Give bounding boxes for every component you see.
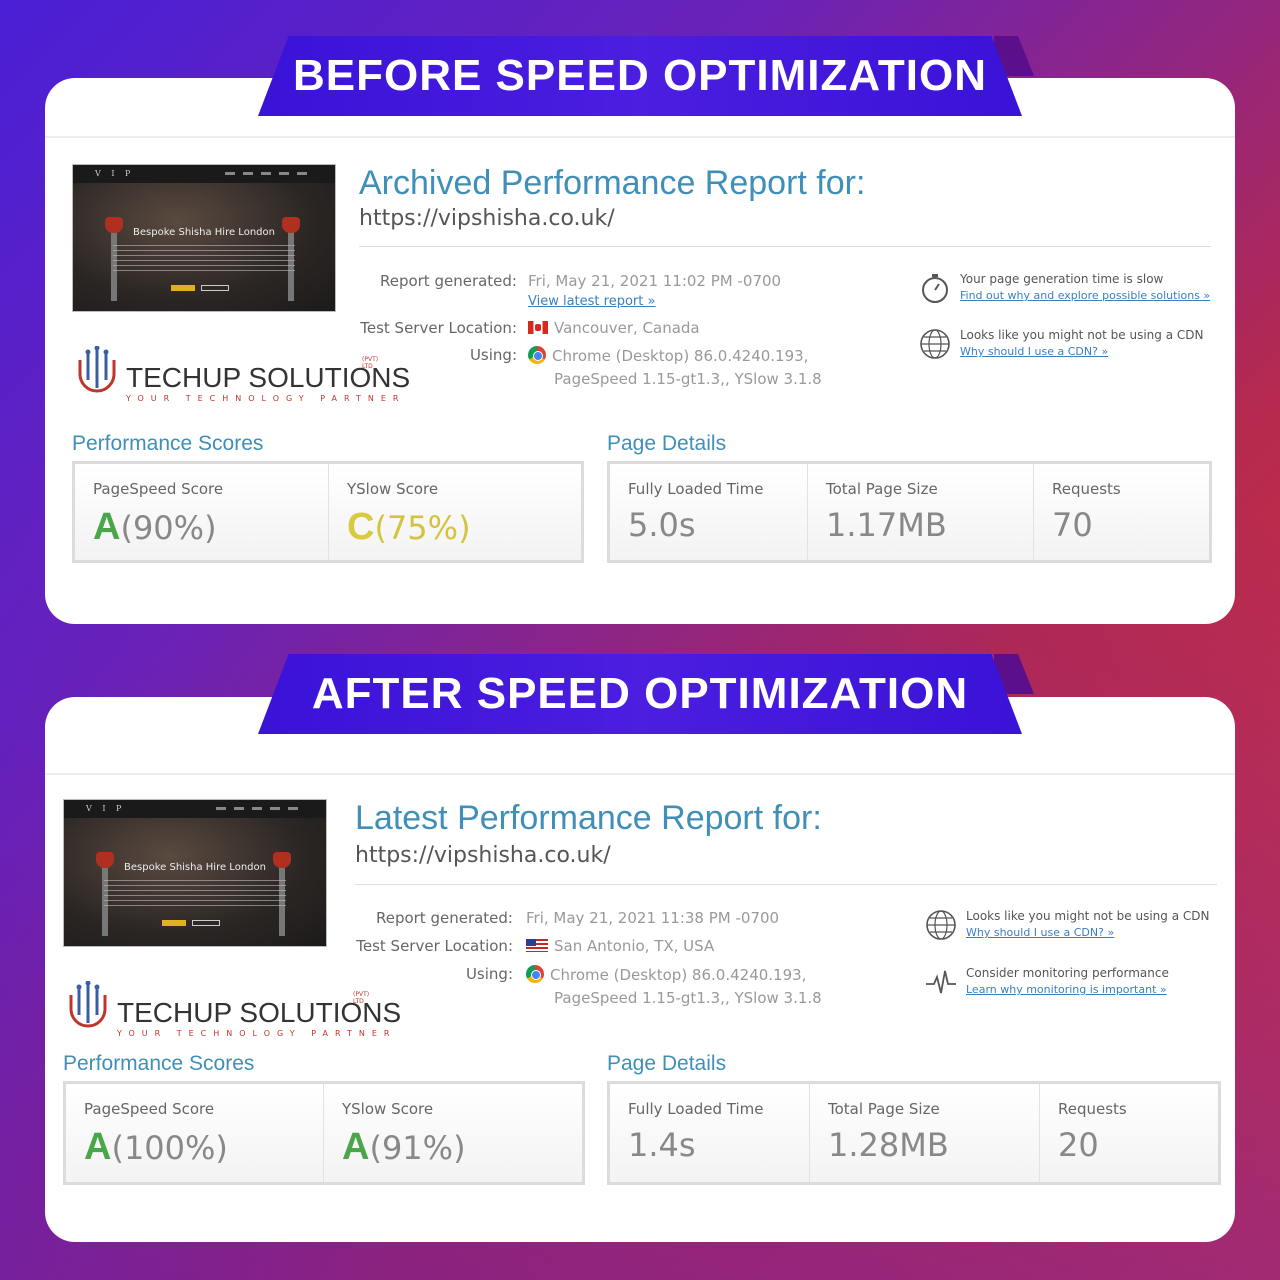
page-details-box: Fully Loaded Time 1.4s Total Page Size 1… bbox=[607, 1081, 1221, 1185]
test-server-label: Test Server Location: bbox=[360, 319, 517, 337]
techup-logo-mark-icon bbox=[69, 981, 107, 1028]
test-server-value: Vancouver, Canada bbox=[528, 319, 700, 337]
requests-value: 70 bbox=[1052, 506, 1093, 544]
thumb-brand: V I P bbox=[86, 804, 126, 813]
fully-loaded-label: Fully Loaded Time bbox=[628, 1100, 764, 1118]
yslow-label: YSlow Score bbox=[347, 480, 439, 498]
globe-icon bbox=[920, 329, 950, 359]
pagespeed-cell: PageSpeed Score A(90%) bbox=[75, 464, 329, 560]
top-divider bbox=[45, 136, 1235, 138]
performance-scores-title: Performance Scores bbox=[63, 1052, 255, 1075]
page-details-title: Page Details bbox=[607, 432, 727, 455]
yslow-score: A(91%) bbox=[342, 1126, 466, 1168]
using-label: Using: bbox=[469, 346, 517, 364]
yslow-label: YSlow Score bbox=[342, 1100, 434, 1118]
banner-title: AFTER SPEED OPTIMIZATION bbox=[311, 669, 969, 718]
thumb-heading: Bespoke Shisha Hire London bbox=[133, 227, 275, 238]
before-banner: BEFORE SPEED OPTIMIZATION bbox=[258, 36, 1034, 116]
page-size-value: 1.28MB bbox=[828, 1126, 949, 1164]
using-browser: Chrome (Desktop) 86.0.4240.193, bbox=[526, 965, 806, 984]
thumb-heading: Bespoke Shisha Hire London bbox=[124, 862, 266, 873]
logo-pvt: (PVT) LTD bbox=[362, 356, 379, 370]
page-details-title: Page Details bbox=[607, 1052, 727, 1075]
report-title: Latest Performance Report for: bbox=[355, 799, 822, 837]
pagespeed-label: PageSpeed Score bbox=[84, 1100, 215, 1118]
test-server-value: San Antonio, TX, USA bbox=[526, 937, 714, 955]
after-report-panel: V I P Bespoke Shisha Hire London TECHUP … bbox=[45, 697, 1235, 1242]
fully-loaded-value: 1.4s bbox=[628, 1126, 696, 1164]
performance-scores-box: PageSpeed Score A(100%) YSlow Score A(91… bbox=[63, 1081, 585, 1185]
tip-link[interactable]: Find out why and explore possible soluti… bbox=[960, 289, 1211, 302]
site-screenshot-thumbnail: V I P Bespoke Shisha Hire London bbox=[72, 164, 336, 312]
fully-loaded-cell: Fully Loaded Time 1.4s bbox=[610, 1084, 810, 1182]
tip-link[interactable]: Why should I use a CDN? » bbox=[960, 345, 1109, 358]
pulse-icon bbox=[926, 970, 956, 994]
performance-scores-title: Performance Scores bbox=[72, 432, 264, 455]
pagespeed-cell: PageSpeed Score A(100%) bbox=[66, 1084, 324, 1182]
requests-cell: Requests 70 bbox=[1034, 464, 1209, 560]
pagespeed-score: A(100%) bbox=[84, 1126, 228, 1168]
using-versions: PageSpeed 1.15-gt1.3,, YSlow 3.1.8 bbox=[554, 989, 822, 1007]
canada-flag-icon bbox=[528, 321, 548, 334]
top-divider bbox=[45, 773, 1235, 775]
report-generated-value: Fri, May 21, 2021 11:38 PM -0700 bbox=[526, 909, 780, 927]
report-title: Archived Performance Report for: bbox=[359, 164, 866, 202]
page-details-box: Fully Loaded Time 5.0s Total Page Size 1… bbox=[607, 461, 1212, 563]
report-generated-label: Report generated: bbox=[375, 909, 513, 927]
test-server-label: Test Server Location: bbox=[356, 937, 513, 955]
tip-text: Looks like you might not be using a CDN bbox=[960, 328, 1204, 342]
thumb-brand: V I P bbox=[95, 169, 135, 178]
techup-logo-mark-icon bbox=[78, 346, 116, 393]
banner-title: BEFORE SPEED OPTIMIZATION bbox=[292, 51, 987, 100]
stopwatch-icon bbox=[922, 274, 948, 303]
report-generated-value: Fri, May 21, 2021 11:02 PM -0700 bbox=[528, 272, 782, 290]
requests-label: Requests bbox=[1058, 1100, 1127, 1118]
performance-scores-box: PageSpeed Score A(90%) YSlow Score C(75%… bbox=[72, 461, 584, 563]
using-versions: PageSpeed 1.15-gt1.3,, YSlow 3.1.8 bbox=[554, 370, 822, 388]
chrome-icon bbox=[526, 965, 544, 983]
tip-link[interactable]: Why should I use a CDN? » bbox=[966, 926, 1115, 939]
view-latest-report-link[interactable]: View latest report » bbox=[528, 294, 656, 309]
tip-text: Your page generation time is slow bbox=[960, 272, 1164, 286]
fully-loaded-value: 5.0s bbox=[628, 506, 696, 544]
pagespeed-score: A(90%) bbox=[93, 506, 217, 548]
logo-tagline: YOUR TECHNOLOGY PARTNER bbox=[117, 1029, 397, 1038]
report-generated-label: Report generated: bbox=[379, 272, 517, 290]
title-divider bbox=[359, 246, 1211, 247]
chrome-icon bbox=[528, 346, 546, 364]
usa-flag-icon bbox=[526, 939, 548, 952]
requests-value: 20 bbox=[1058, 1126, 1099, 1164]
title-divider bbox=[355, 884, 1217, 885]
requests-label: Requests bbox=[1052, 480, 1121, 498]
tip-text: Looks like you might not be using a CDN bbox=[966, 909, 1210, 923]
fully-loaded-label: Fully Loaded Time bbox=[628, 480, 764, 498]
tip-text: Consider monitoring performance bbox=[966, 966, 1169, 980]
page-size-label: Total Page Size bbox=[826, 480, 938, 498]
report-url[interactable]: https://vipshisha.co.uk/ bbox=[359, 206, 615, 231]
using-label: Using: bbox=[465, 965, 513, 983]
before-report-panel: V I P Bespoke Shisha Hire London TECHUP … bbox=[45, 78, 1235, 624]
page-size-label: Total Page Size bbox=[828, 1100, 940, 1118]
yslow-cell: YSlow Score C(75%) bbox=[329, 464, 581, 560]
logo-pvt: (PVT) LTD bbox=[353, 991, 370, 1005]
report-url[interactable]: https://vipshisha.co.uk/ bbox=[355, 843, 611, 868]
fully-loaded-cell: Fully Loaded Time 5.0s bbox=[610, 464, 808, 560]
page-size-value: 1.17MB bbox=[826, 506, 947, 544]
globe-icon bbox=[926, 910, 956, 940]
logo-tagline: YOUR TECHNOLOGY PARTNER bbox=[126, 394, 406, 403]
logo-name: TECHUP SOLUTIONS bbox=[126, 362, 411, 393]
tip-link[interactable]: Learn why monitoring is important » bbox=[966, 983, 1167, 996]
yslow-cell: YSlow Score A(91%) bbox=[324, 1084, 582, 1182]
yslow-score: C(75%) bbox=[347, 506, 471, 548]
site-screenshot-thumbnail: V I P Bespoke Shisha Hire London bbox=[63, 799, 327, 947]
banner-shape bbox=[258, 654, 1022, 734]
page-size-cell: Total Page Size 1.17MB bbox=[808, 464, 1034, 560]
page-size-cell: Total Page Size 1.28MB bbox=[810, 1084, 1040, 1182]
logo-name: TECHUP SOLUTIONS bbox=[117, 997, 402, 1028]
pagespeed-label: PageSpeed Score bbox=[93, 480, 224, 498]
after-banner: AFTER SPEED OPTIMIZATION bbox=[258, 654, 1034, 734]
banner-shape bbox=[258, 36, 1022, 116]
requests-cell: Requests 20 bbox=[1040, 1084, 1218, 1182]
using-browser: Chrome (Desktop) 86.0.4240.193, bbox=[528, 346, 808, 365]
